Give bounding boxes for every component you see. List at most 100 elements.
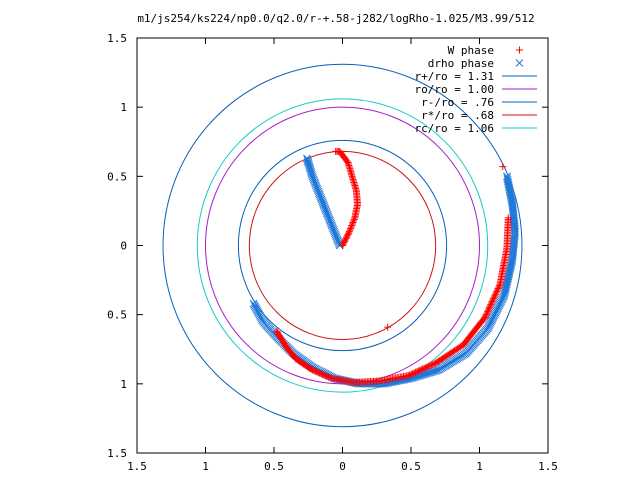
w-phase-point bbox=[491, 290, 499, 298]
w-phase-point bbox=[487, 300, 495, 308]
x-tick-label: 0.5 bbox=[401, 460, 421, 473]
w-phase-point bbox=[349, 218, 357, 226]
w-phase-point bbox=[488, 298, 496, 306]
y-tick-label: 0.5 bbox=[107, 309, 127, 322]
drho-phase-point bbox=[504, 182, 513, 190]
w-phase-point bbox=[413, 368, 421, 376]
w-phase-point bbox=[345, 229, 353, 237]
w-phase-point bbox=[406, 371, 414, 379]
w-phase-point bbox=[484, 308, 492, 316]
drho-phase-point bbox=[503, 175, 512, 184]
w-phase-point bbox=[482, 311, 490, 319]
drho-phase-point bbox=[507, 193, 515, 202]
w-phase-point bbox=[316, 369, 324, 377]
w-phase-point bbox=[493, 286, 501, 294]
drho-phase-point bbox=[303, 157, 312, 165]
w-phase-point bbox=[347, 223, 355, 231]
drho-phase-point bbox=[502, 282, 511, 290]
circle-r-ro bbox=[237, 139, 448, 352]
w-phase-point bbox=[424, 362, 432, 370]
drho-phase-point bbox=[303, 154, 311, 163]
legend-label: W phase bbox=[448, 44, 494, 57]
w-phase-point bbox=[489, 295, 497, 303]
w-phase-point bbox=[323, 372, 331, 380]
drho-phase-point bbox=[505, 269, 514, 278]
w-phase-point bbox=[348, 220, 356, 228]
drho-phase-point bbox=[505, 267, 514, 276]
w-phase-point bbox=[490, 293, 498, 301]
drho-phase-point bbox=[506, 190, 515, 199]
x-tick-label: 1.5 bbox=[538, 460, 558, 473]
w-phase-point bbox=[495, 283, 503, 291]
w-phase-point bbox=[350, 217, 358, 225]
y-tick-label: 0.5 bbox=[107, 170, 127, 183]
w-phase-point bbox=[484, 306, 492, 314]
w-phase-point bbox=[384, 323, 392, 331]
drho-phase-point bbox=[503, 275, 512, 284]
legend-label: ro/ro = 1.00 bbox=[415, 83, 494, 96]
w-phase-point bbox=[499, 163, 507, 171]
w-phase-point bbox=[419, 365, 427, 373]
drho-phase-point bbox=[504, 272, 513, 281]
w-phase-point bbox=[420, 364, 428, 372]
drho-phase-point bbox=[507, 258, 516, 267]
drho-phase-point bbox=[504, 271, 513, 279]
w-phase-point bbox=[494, 285, 502, 293]
drho-phase-point bbox=[506, 266, 514, 275]
w-phase-point bbox=[317, 370, 325, 378]
drho-phase-point bbox=[507, 196, 516, 205]
w-phase-point bbox=[483, 309, 491, 317]
legend-label: r-/ro = .76 bbox=[421, 96, 494, 109]
y-tick-label: 1.5 bbox=[107, 447, 127, 460]
drho-phase-point bbox=[501, 288, 509, 297]
x-tick-label: 0.5 bbox=[264, 460, 284, 473]
w-phase-point bbox=[481, 313, 489, 321]
drho-phase-point bbox=[504, 274, 512, 282]
w-phase-point bbox=[332, 147, 340, 155]
drho-phase-point bbox=[506, 192, 515, 200]
w-phase-point bbox=[322, 372, 330, 380]
drho-phase-point bbox=[507, 260, 516, 268]
w-phase-point bbox=[482, 312, 490, 320]
drho-phase-point bbox=[500, 289, 509, 298]
w-phase-point bbox=[320, 371, 328, 379]
w-phase-point bbox=[346, 226, 354, 234]
drho-phase-point bbox=[503, 277, 512, 286]
drho-phase-point bbox=[504, 177, 512, 186]
w-phase-point bbox=[345, 228, 353, 236]
drho-phase-point bbox=[501, 286, 510, 295]
w-phase-point bbox=[407, 370, 415, 378]
w-phase-point bbox=[310, 367, 318, 375]
w-phase-point bbox=[404, 372, 412, 380]
w-phase-point bbox=[319, 370, 327, 378]
w-phase-point bbox=[488, 299, 496, 307]
drho-phase-point bbox=[503, 174, 512, 182]
x-tick-label: 1.5 bbox=[127, 460, 147, 473]
circle-r+ro bbox=[162, 63, 523, 428]
legend-label: rc/ro = 1.06 bbox=[415, 122, 494, 135]
w-phase-point bbox=[485, 305, 493, 313]
x-tick-label: 0 bbox=[339, 460, 346, 473]
drho-phase-point bbox=[507, 195, 516, 203]
drho-phase-point bbox=[506, 263, 515, 272]
w-phase-point bbox=[350, 215, 358, 223]
chart-title: m1/js254/ks224/np0.0/q2.0/r-+.58-j282/lo… bbox=[137, 12, 534, 25]
w-phase-point bbox=[409, 370, 417, 378]
drho-phase-point bbox=[501, 285, 510, 293]
w-phase-point bbox=[414, 367, 422, 375]
drho-phase-point bbox=[303, 155, 312, 164]
w-phase-point bbox=[326, 374, 334, 382]
w-phase-point bbox=[493, 287, 501, 295]
drho-phase-point bbox=[506, 264, 515, 273]
drho-phase-point bbox=[505, 183, 514, 192]
y-tick-label: 1.5 bbox=[107, 32, 127, 45]
drho-phase-point bbox=[505, 187, 514, 195]
w-phase-point bbox=[313, 368, 321, 376]
drho-phase-point bbox=[504, 178, 513, 187]
w-phase-point bbox=[489, 296, 497, 304]
w-phase-point bbox=[491, 292, 499, 300]
w-phase-point bbox=[325, 373, 333, 381]
w-phase-point bbox=[504, 214, 512, 222]
w-phase-point bbox=[416, 366, 424, 374]
